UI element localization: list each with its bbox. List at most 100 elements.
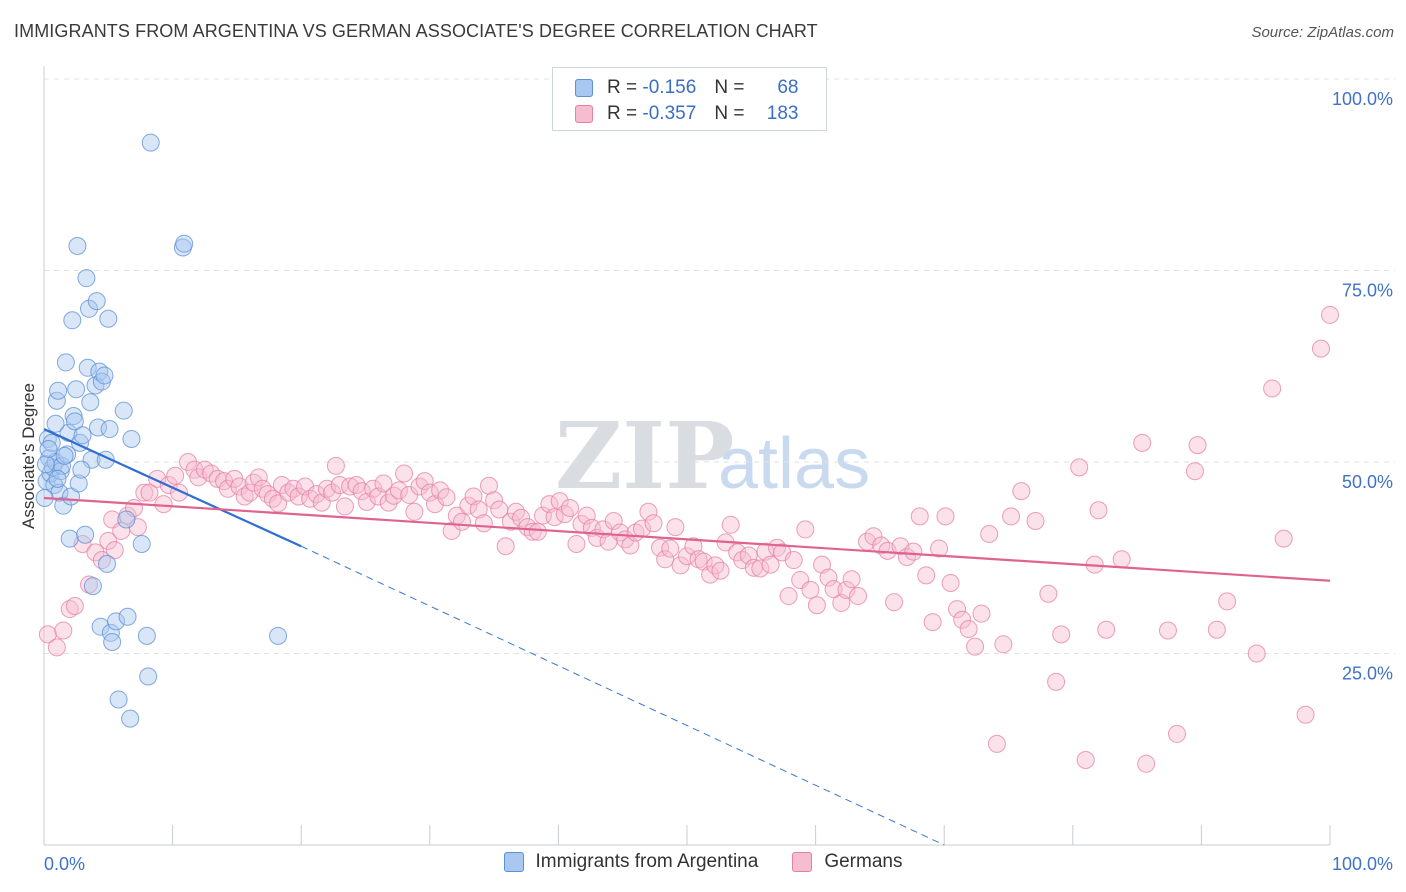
point-germans: [459, 496, 478, 515]
point-germans: [650, 538, 669, 557]
point-germans: [249, 468, 268, 487]
point-germans: [512, 508, 531, 527]
legend-item-argentina[interactable]: Immigrants from Argentina: [503, 851, 758, 873]
point-argentina: [54, 496, 73, 515]
point-germans: [639, 502, 658, 521]
point-germans: [959, 619, 978, 638]
point-germans: [864, 527, 883, 546]
point-germans: [533, 506, 552, 525]
point-argentina: [109, 690, 128, 709]
y-tick-label: 100.0%: [1332, 89, 1393, 109]
point-germans: [357, 492, 376, 511]
point-germans: [501, 512, 520, 531]
chart-source: Source: ZipAtlas.com: [1251, 24, 1394, 41]
point-argentina: [114, 401, 133, 420]
point-germans: [987, 734, 1006, 753]
point-germans: [560, 498, 579, 517]
correlation-legend: R = -0.156 N = 68 R = -0.357 N = 183: [552, 67, 827, 131]
point-germans: [842, 570, 861, 589]
point-argentina: [49, 381, 68, 400]
point-germans: [230, 477, 249, 496]
point-germans: [807, 596, 826, 615]
point-germans: [218, 479, 237, 498]
point-germans: [941, 574, 960, 593]
legend-r-label: R =: [607, 103, 638, 124]
point-germans: [910, 507, 929, 526]
point-germans: [112, 521, 131, 540]
point-germans: [60, 600, 79, 619]
point-germans: [307, 485, 326, 504]
point-argentina: [78, 358, 97, 377]
point-germans: [65, 597, 84, 616]
point-germans: [1218, 592, 1237, 611]
point-germans: [135, 483, 154, 502]
point-germans: [410, 477, 429, 496]
point-germans: [972, 604, 991, 623]
x-tick-label-max: 100.0%: [1332, 854, 1393, 874]
point-germans: [936, 507, 955, 526]
legend-r-value-argentina: -0.156: [642, 77, 697, 98]
point-germans: [885, 593, 904, 612]
point-germans: [437, 488, 456, 507]
point-germans: [1167, 724, 1186, 743]
point-argentina: [117, 510, 136, 529]
point-germans: [1076, 750, 1095, 769]
point-germans: [452, 512, 471, 531]
point-argentina: [95, 366, 114, 385]
point-argentina: [69, 474, 88, 493]
point-germans: [948, 600, 967, 619]
point-argentina: [118, 607, 137, 626]
point-argentina: [65, 412, 84, 431]
point-germans: [154, 495, 173, 514]
point-argentina: [137, 626, 156, 645]
point-germans: [721, 515, 740, 534]
point-argentina: [46, 414, 65, 433]
point-germans: [779, 587, 798, 606]
point-germans: [528, 522, 547, 541]
point-germans: [953, 610, 972, 629]
point-germans: [1158, 621, 1177, 640]
point-germans: [904, 542, 923, 561]
point-germans: [272, 475, 291, 494]
point-germans: [374, 474, 393, 493]
legend-item-germans[interactable]: Germans: [792, 851, 902, 873]
chart-title: IMMIGRANTS FROM ARGENTINA VS GERMAN ASSO…: [14, 21, 818, 41]
point-germans: [431, 481, 450, 500]
point-germans: [694, 552, 713, 571]
point-germans: [99, 531, 118, 550]
point-argentina: [55, 446, 74, 465]
point-germans: [1296, 705, 1315, 724]
point-germans: [1137, 754, 1156, 773]
point-germans: [796, 520, 815, 539]
point-germans: [555, 505, 574, 524]
legend-r-label: R =: [607, 77, 638, 98]
point-argentina: [47, 391, 66, 410]
point-argentina: [81, 393, 100, 412]
point-argentina: [60, 529, 79, 548]
point-argentina: [100, 420, 119, 439]
legend-n-label: N =: [714, 77, 745, 98]
point-germans: [1263, 379, 1282, 398]
legend-row-argentina: R = -0.156 N = 68: [575, 76, 799, 100]
legend-swatch-germans: [575, 105, 593, 123]
point-germans: [1002, 507, 1021, 526]
point-germans: [666, 518, 685, 537]
point-germans: [1188, 436, 1207, 455]
point-germans: [923, 613, 942, 632]
point-argentina: [139, 667, 158, 686]
x-tick-label-min: 0.0%: [44, 854, 85, 874]
point-germans: [179, 453, 198, 471]
point-germans: [671, 556, 690, 575]
point-germans: [761, 555, 780, 574]
point-argentina: [141, 133, 160, 152]
point-germans: [105, 541, 124, 560]
point-argentina: [73, 426, 92, 445]
point-germans: [485, 491, 504, 510]
point-argentina: [89, 418, 108, 437]
point-argentina: [107, 612, 126, 631]
watermark-atlas: atlas: [718, 424, 870, 504]
point-argentina: [76, 525, 95, 544]
point-argentina: [132, 534, 151, 553]
point-germans: [1039, 584, 1058, 603]
